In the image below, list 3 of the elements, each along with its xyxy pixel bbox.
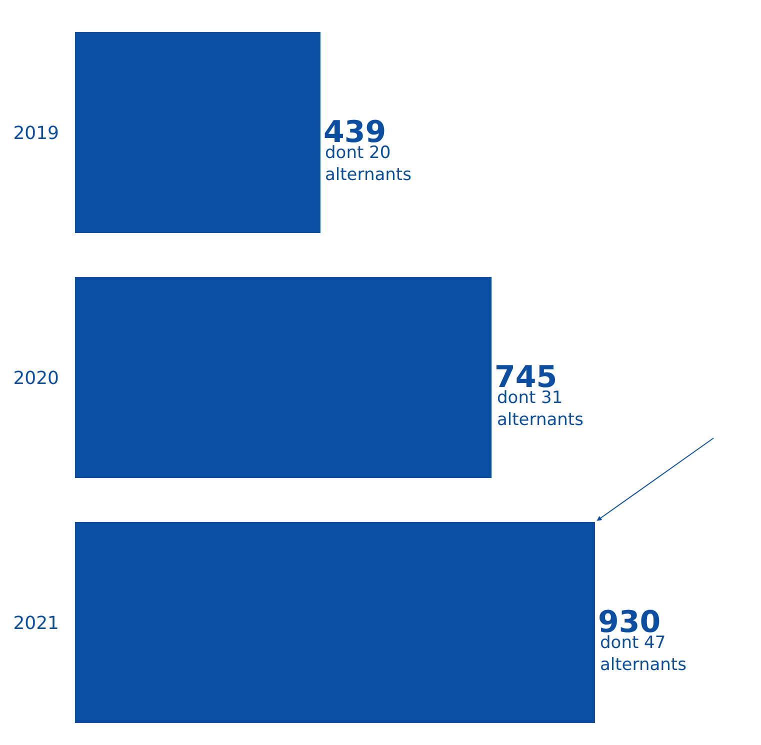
y-tick-label: 2020 (13, 368, 59, 389)
y-tick-label: 2021 (13, 612, 59, 634)
y-tick-label: 2019 (13, 122, 59, 144)
